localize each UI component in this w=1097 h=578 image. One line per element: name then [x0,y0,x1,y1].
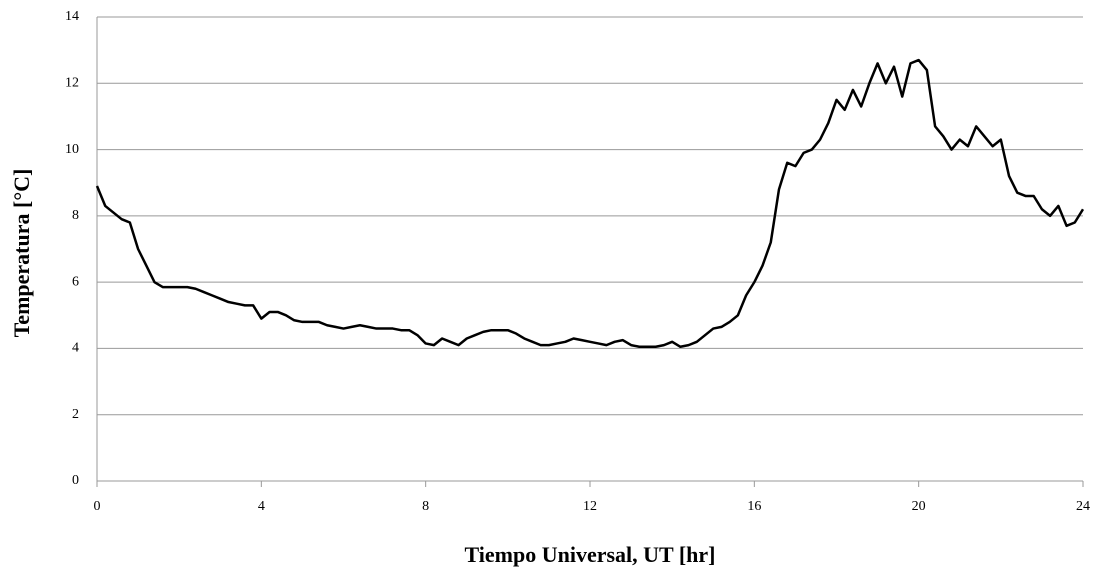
x-tick-label: 0 [94,499,101,514]
y-tick-label: 4 [72,341,79,356]
x-axis-label: Tiempo Universal, UT [hr] [465,542,716,567]
x-tick-label: 12 [583,499,597,514]
x-tick-label: 8 [422,499,429,514]
y-tick-label: 10 [65,142,79,157]
x-tick-label: 16 [747,499,761,514]
y-tick-label: 0 [72,473,79,488]
y-tick-label: 8 [72,208,79,223]
y-tick-label: 12 [65,76,79,91]
y-tick-label: 14 [65,9,79,24]
y-tick-label: 6 [72,274,79,289]
x-tick-label: 24 [1076,499,1090,514]
x-tick-label: 20 [912,499,926,514]
y-tick-label: 2 [72,407,79,422]
x-tick-label: 4 [258,499,265,514]
data-line [95,58,1085,349]
y-axis-label: Temperatura [°C] [9,169,34,338]
